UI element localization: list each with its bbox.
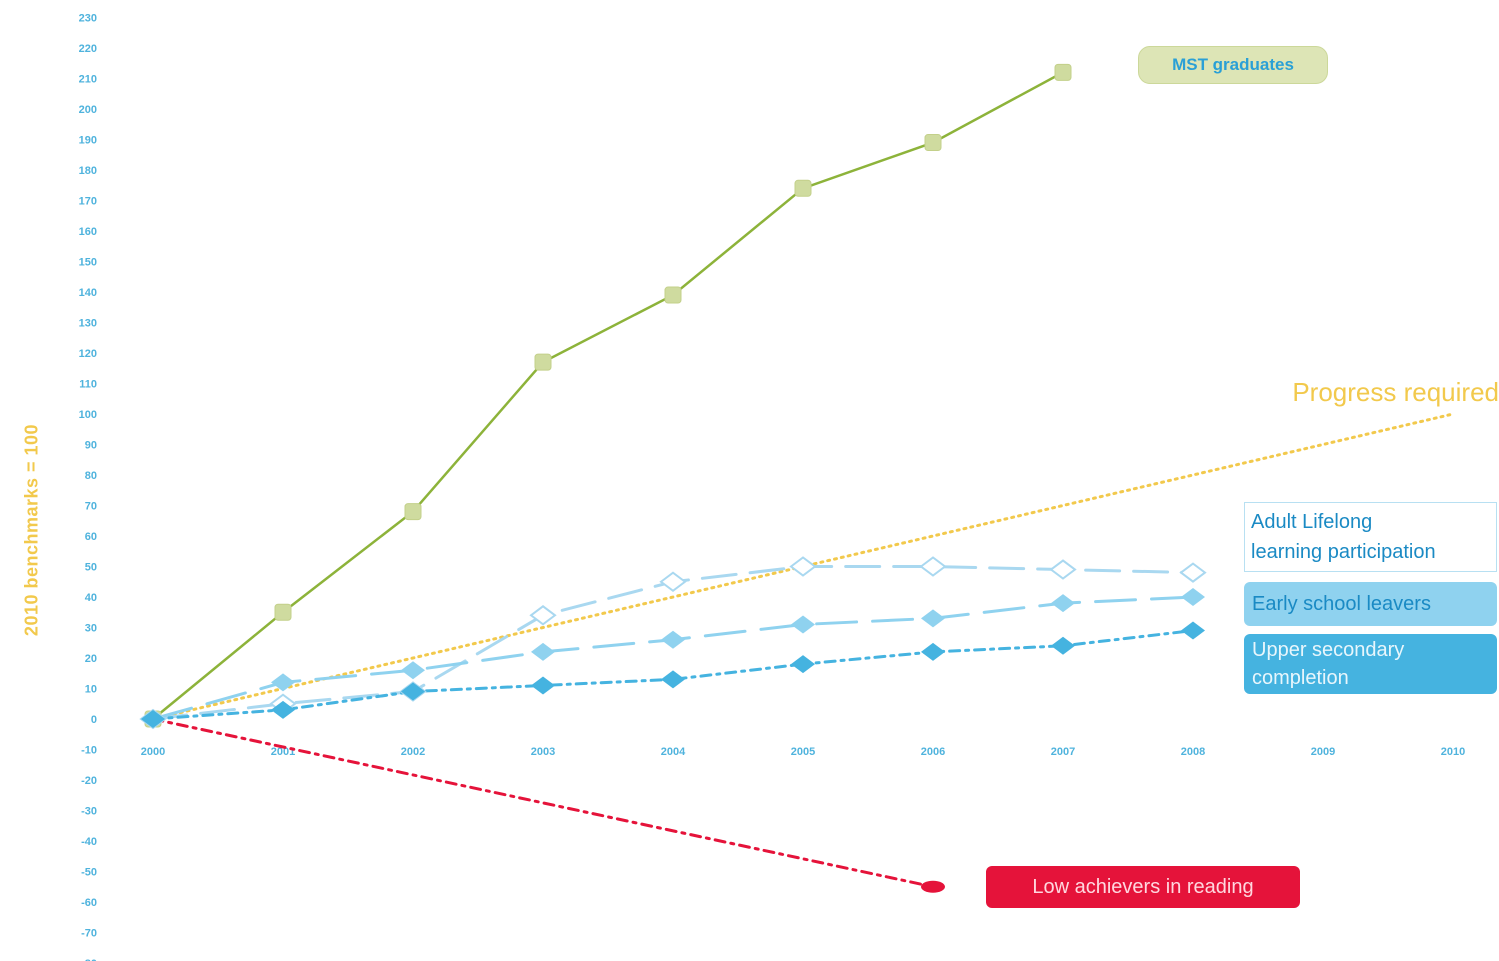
data-point-mst-graduates [404, 503, 422, 521]
y-tick-label: 100 [79, 409, 97, 421]
label-mst-graduates: MST graduates [1138, 46, 1328, 84]
y-tick-label: 180 [79, 165, 97, 177]
series-markers [139, 63, 1207, 893]
data-point-upper-secondary-completion [1051, 636, 1075, 655]
data-point-upper-secondary-completion [1181, 621, 1205, 640]
x-tick-label: 2006 [921, 746, 945, 758]
y-tick-label: 60 [85, 531, 97, 543]
y-tick-label: 150 [79, 257, 97, 269]
label-early-school-leavers: Early school leavers [1244, 582, 1497, 626]
y-tick-label: -70 [81, 928, 97, 940]
data-point-early-school-leavers [661, 630, 685, 649]
label-upper-line-2: completion [1252, 667, 1349, 689]
x-tick-label: 2008 [1181, 746, 1205, 758]
data-point-upper-secondary-completion [271, 700, 295, 719]
data-point-early-school-leavers [1181, 588, 1205, 606]
x-tick-label: 2005 [791, 746, 815, 758]
data-point-early-school-leavers [271, 673, 295, 692]
data-point-mst-graduates [924, 134, 942, 152]
y-tick-label: -10 [81, 745, 97, 757]
data-point-mst-graduates [1054, 63, 1072, 81]
y-tick-label: 130 [79, 318, 97, 330]
data-point-mst-graduates [274, 603, 292, 621]
data-point-mst-graduates [664, 286, 682, 304]
data-point-early-school-leavers [921, 609, 945, 628]
y-tick-label: 80 [85, 470, 97, 482]
label-adult-line-1: Adult Lifelong [1251, 511, 1373, 533]
y-tick-label: 40 [85, 592, 97, 604]
x-tick-label: 2009 [1311, 746, 1335, 758]
data-point-early-school-leavers [531, 642, 555, 661]
series-line-upper-secondary-completion [151, 629, 1195, 721]
series-line-mst-graduates [151, 71, 1065, 721]
data-point-adult-lifelong-learning-participation [789, 556, 817, 577]
data-point-upper-secondary-completion [661, 670, 685, 689]
y-tick-label: 110 [79, 379, 97, 391]
series-line-low-achievers-in-reading [151, 717, 935, 889]
y-tick-label: 30 [85, 623, 97, 635]
y-tick-label: -20 [81, 775, 97, 787]
data-point-upper-secondary-completion [921, 642, 945, 661]
y-tick-label: 160 [79, 226, 97, 238]
label-progress-required: Progress required [1292, 377, 1499, 407]
x-tick-label: 2003 [531, 746, 555, 758]
data-point-early-school-leavers [1051, 594, 1075, 613]
data-point-low-achievers-in-reading [921, 880, 945, 893]
y-tick-label: 210 [79, 74, 97, 86]
y-tick-label: 140 [79, 287, 97, 299]
y-tick-label: 0 [91, 714, 97, 726]
data-point-adult-lifelong-learning-participation [1179, 562, 1207, 583]
x-tick-label: 2004 [661, 746, 686, 758]
y-tick-label: 120 [79, 348, 97, 360]
y-tick-label: -80 [81, 958, 97, 961]
data-point-early-school-leavers [401, 661, 425, 680]
y-tick-label: 90 [85, 440, 97, 452]
data-point-mst-graduates [794, 179, 812, 197]
label-upper-line-1: Upper secondary [1252, 639, 1405, 661]
data-point-mst-graduates [534, 353, 552, 371]
y-tick-label: 200 [79, 104, 97, 116]
y-tick-label: -30 [81, 806, 97, 818]
y-axis-label: 2010 benchmarks = 100 [21, 423, 42, 637]
label-adult-lifelong-learning: Adult Lifelong learning participation [1244, 502, 1497, 572]
x-axis-ticks: 2000 2001 2002 2003 2004 2005 2006 2007 2008 2009… [141, 746, 1465, 758]
x-tick-label: 2007 [1051, 746, 1075, 758]
data-point-upper-secondary-completion [401, 682, 425, 701]
data-point-early-school-leavers [791, 615, 815, 634]
label-adult-line-2: learning participation [1251, 541, 1436, 563]
data-point-adult-lifelong-learning-participation [659, 571, 687, 592]
x-tick-label: 2002 [401, 746, 425, 758]
y-tick-label: 50 [85, 562, 97, 574]
y-tick-label: 10 [85, 684, 97, 696]
data-point-upper-secondary-completion [791, 655, 815, 674]
data-point-adult-lifelong-learning-participation [1049, 559, 1077, 580]
y-tick-label: -50 [81, 867, 97, 879]
y-tick-label: -60 [81, 897, 97, 909]
y-tick-label: 20 [85, 653, 97, 665]
y-tick-label: -40 [81, 836, 97, 848]
y-tick-label: 230 [79, 13, 97, 25]
data-point-adult-lifelong-learning-participation [919, 556, 947, 577]
x-tick-label: 2010 [1441, 746, 1465, 758]
data-point-upper-secondary-completion [141, 710, 165, 728]
label-upper-secondary-completion: Upper secondary completion [1244, 634, 1497, 694]
label-low-achievers-reading: Low achievers in reading [986, 866, 1300, 908]
y-tick-label: 190 [79, 135, 97, 147]
y-tick-label: 70 [85, 501, 97, 513]
data-point-upper-secondary-completion [531, 676, 555, 695]
y-axis-ticks: 3103002902802702602502402302202102001901… [79, 13, 97, 961]
data-point-adult-lifelong-learning-participation [529, 605, 557, 626]
y-tick-label: 170 [79, 196, 97, 208]
x-tick-label: 2000 [141, 746, 165, 758]
y-tick-label: 220 [79, 43, 97, 55]
x-tick-label: 2001 [271, 746, 295, 758]
